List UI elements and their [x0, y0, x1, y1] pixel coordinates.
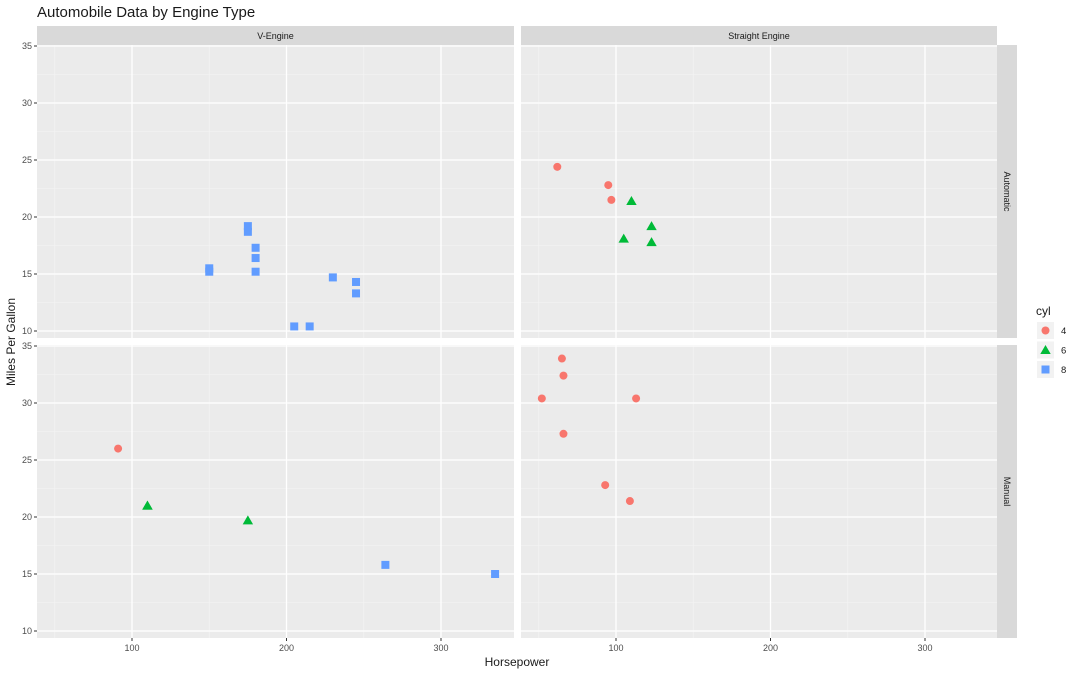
data-point-cyl-4	[625, 497, 634, 506]
legend-title: cyl	[1036, 304, 1051, 318]
data-point-cyl-8	[251, 254, 260, 263]
facet-strip-automatic	[997, 45, 1017, 338]
y-tick-label: 20	[22, 212, 32, 222]
panel-background	[521, 345, 997, 638]
data-point-cyl-4	[601, 481, 610, 490]
data-point-cyl-4	[537, 394, 546, 403]
y-tick-label: 30	[22, 398, 32, 408]
y-tick-label: 25	[22, 155, 32, 165]
y-tick-label: 10	[22, 326, 32, 336]
data-point-cyl-8	[381, 560, 390, 569]
x-tick-label: 300	[433, 643, 448, 653]
data-point-cyl-8	[205, 267, 214, 276]
data-point-cyl-4	[604, 181, 613, 190]
data-point-cyl-6	[242, 515, 254, 525]
x-tick-label: 200	[279, 643, 294, 653]
facet-strip-straight-engine	[521, 26, 997, 45]
panel-background	[37, 45, 514, 338]
data-point-cyl-8	[328, 273, 337, 282]
data-point-cyl-4	[559, 429, 568, 438]
data-point-cyl-8	[243, 222, 252, 231]
facet-strip-v-engine	[37, 26, 514, 45]
data-point-cyl-4	[607, 195, 616, 204]
data-point-cyl-4	[114, 444, 123, 453]
data-point-cyl-8	[352, 277, 361, 286]
panel-background	[37, 345, 514, 638]
y-tick-label: 15	[22, 569, 32, 579]
data-point-cyl-8	[305, 322, 314, 331]
facet-label: Straight Engine	[728, 31, 790, 41]
y-axis-title: Miles Per Gallon	[4, 298, 18, 386]
data-point-cyl-4	[559, 371, 568, 380]
data-point-cyl-4	[553, 162, 562, 171]
facet-label: V-Engine	[257, 31, 294, 41]
data-point-cyl-8	[251, 243, 260, 252]
x-tick-label: 100	[124, 643, 139, 653]
data-point-cyl-4	[557, 354, 566, 363]
x-tick-label: 200	[763, 643, 778, 653]
y-tick-label: 35	[22, 41, 32, 51]
legend-label: 8	[1061, 365, 1066, 376]
x-tick-label: 300	[917, 643, 932, 653]
x-tick-label: 100	[608, 643, 623, 653]
data-point-cyl-6	[142, 500, 153, 510]
x-axis-title: Horsepower	[485, 655, 550, 669]
data-point-cyl-8	[491, 570, 500, 578]
y-tick-label: 35	[22, 341, 32, 351]
data-point-cyl-8	[243, 227, 252, 236]
y-tick-label: 10	[22, 626, 32, 636]
facet-strip-manual	[997, 345, 1017, 638]
y-tick-label: 30	[22, 98, 32, 108]
data-point-cyl-6	[618, 233, 629, 243]
facet-label: Manual	[1002, 477, 1012, 507]
data-point-cyl-6	[646, 221, 657, 231]
legend-marker-triangle-icon	[1040, 345, 1051, 354]
legend-label: 4	[1061, 326, 1066, 337]
data-point-cyl-8	[290, 322, 299, 331]
data-point-cyl-4	[632, 394, 641, 403]
data-point-cyl-6	[626, 196, 637, 206]
y-tick-label: 25	[22, 455, 32, 465]
legend-marker-circle-icon	[1041, 326, 1050, 335]
legend-label: 6	[1061, 346, 1066, 357]
panel-background	[521, 45, 997, 338]
y-tick-label: 20	[22, 512, 32, 522]
facet-label: Automatic	[1002, 171, 1012, 212]
data-point-cyl-6	[646, 237, 657, 247]
chart-title: Automobile Data by Engine Type	[37, 4, 255, 21]
data-point-cyl-8	[352, 289, 361, 298]
data-point-cyl-8	[251, 267, 260, 276]
y-tick-label: 15	[22, 269, 32, 279]
legend-marker-square-icon	[1041, 365, 1050, 374]
